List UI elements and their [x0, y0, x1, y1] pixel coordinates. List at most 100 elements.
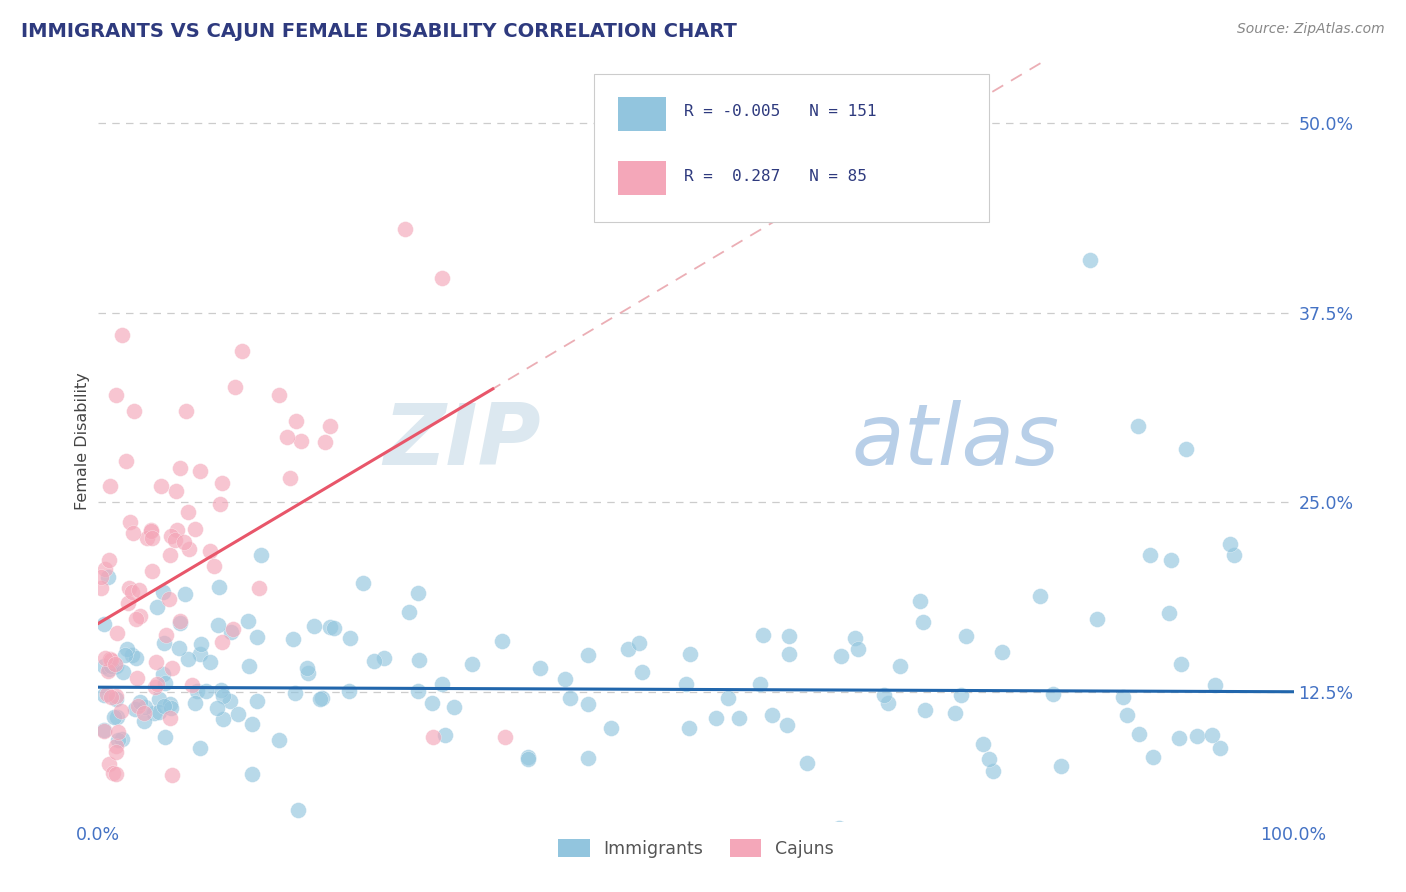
Point [128, 695, 150, 709]
Point [422, 696, 444, 710]
Point [174, 587, 197, 601]
Point [706, 711, 728, 725]
Point [267, 387, 290, 401]
Point [302, 619, 325, 633]
Point [100, 479, 122, 493]
Point [628, 636, 651, 650]
Point [309, 692, 332, 706]
Point [146, 600, 169, 615]
Point [600, 721, 623, 735]
Point [558, 690, 581, 705]
Point [281, 632, 304, 647]
Point [100, 659, 122, 673]
Point [93, 617, 115, 632]
Point [517, 752, 540, 766]
Point [846, 641, 869, 656]
Point [247, 581, 270, 595]
Point [159, 697, 181, 711]
Point [132, 714, 155, 728]
Point [284, 414, 307, 428]
Point [152, 585, 174, 599]
Point [124, 404, 146, 418]
Point [1170, 657, 1192, 671]
Point [148, 706, 170, 720]
Point [134, 699, 156, 714]
Point [97, 664, 120, 678]
Point [155, 676, 177, 690]
Point [125, 651, 148, 665]
Point [1201, 728, 1223, 742]
Point [222, 622, 245, 636]
Point [576, 751, 599, 765]
Point [148, 692, 170, 706]
Point [98, 553, 121, 567]
Point [152, 698, 174, 713]
Point [267, 732, 290, 747]
Text: Source: ZipAtlas.com: Source: ZipAtlas.com [1237, 22, 1385, 37]
Point [97, 757, 120, 772]
Point [319, 418, 342, 433]
Point [159, 529, 181, 543]
Point [183, 696, 205, 710]
Point [554, 672, 576, 686]
Point [1116, 707, 1139, 722]
Point [177, 505, 200, 519]
Point [166, 523, 188, 537]
Point [111, 665, 134, 679]
Point [169, 615, 191, 630]
Point [100, 690, 122, 705]
Point [950, 689, 973, 703]
Point [93, 723, 115, 737]
Point [110, 704, 132, 718]
Point [295, 661, 318, 675]
Point [717, 691, 740, 706]
Point [165, 484, 187, 499]
Point [238, 659, 260, 673]
Point [219, 694, 242, 708]
Point [207, 618, 229, 632]
Bar [619, 161, 666, 195]
Point [914, 703, 936, 717]
Point [121, 648, 143, 662]
Point [96, 687, 118, 701]
Point [908, 594, 931, 608]
Point [430, 676, 453, 690]
Point [748, 677, 770, 691]
Point [117, 597, 139, 611]
Point [1128, 727, 1150, 741]
Point [188, 464, 211, 478]
Text: R = -0.005   N = 151: R = -0.005 N = 151 [685, 104, 876, 120]
Point [141, 564, 163, 578]
Point [776, 718, 799, 732]
Point [576, 648, 599, 662]
Point [155, 628, 177, 642]
Point [198, 655, 221, 669]
Point [104, 388, 127, 402]
Point [209, 683, 232, 698]
Point [394, 222, 416, 236]
Point [406, 683, 429, 698]
Point [631, 665, 654, 679]
Point [231, 343, 253, 358]
Point [186, 683, 208, 698]
Point [198, 544, 221, 558]
Point [339, 631, 361, 645]
Point [152, 666, 174, 681]
Text: ZIP: ZIP [382, 400, 541, 483]
Point [107, 724, 129, 739]
Point [104, 692, 127, 706]
Point [98, 652, 121, 666]
Point [114, 648, 136, 662]
Y-axis label: Female Disability: Female Disability [75, 373, 90, 510]
Point [1029, 589, 1052, 603]
Point [1185, 729, 1208, 743]
Point [727, 711, 749, 725]
Point [157, 591, 180, 606]
Point [124, 702, 146, 716]
Point [105, 626, 128, 640]
Point [844, 632, 866, 646]
Point [1175, 442, 1198, 457]
Point [169, 614, 191, 628]
Point [1204, 678, 1226, 692]
Point [94, 562, 117, 576]
